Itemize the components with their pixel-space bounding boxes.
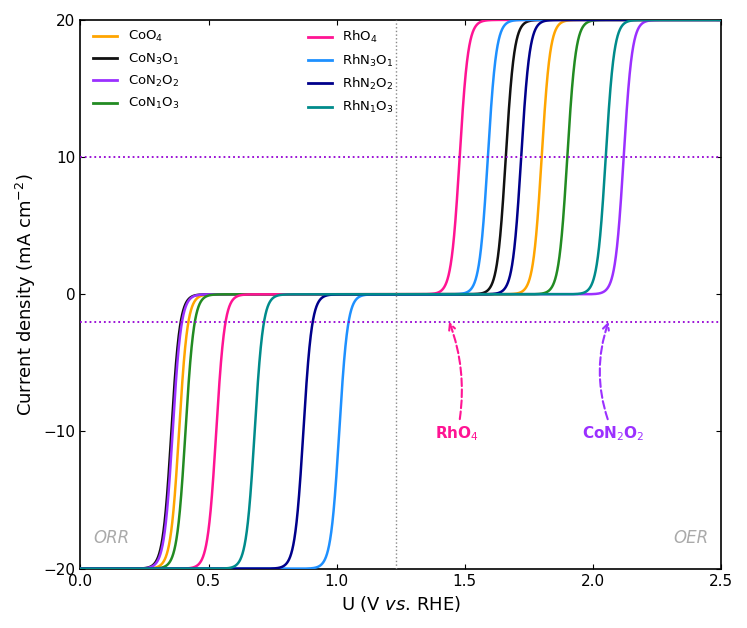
X-axis label: U (V $vs$. RHE): U (V $vs$. RHE)	[341, 594, 461, 614]
Text: RhO$_4$: RhO$_4$	[436, 324, 479, 443]
Text: OER: OER	[673, 529, 708, 547]
Text: CoN$_2$O$_2$: CoN$_2$O$_2$	[582, 324, 645, 443]
Y-axis label: Current density (mA cm$^{-2}$): Current density (mA cm$^{-2}$)	[14, 173, 38, 416]
Text: ORR: ORR	[93, 529, 129, 547]
Legend: RhO$_4$, RhN$_3$O$_1$, RhN$_2$O$_2$, RhN$_1$O$_3$: RhO$_4$, RhN$_3$O$_1$, RhN$_2$O$_2$, RhN…	[308, 30, 394, 116]
